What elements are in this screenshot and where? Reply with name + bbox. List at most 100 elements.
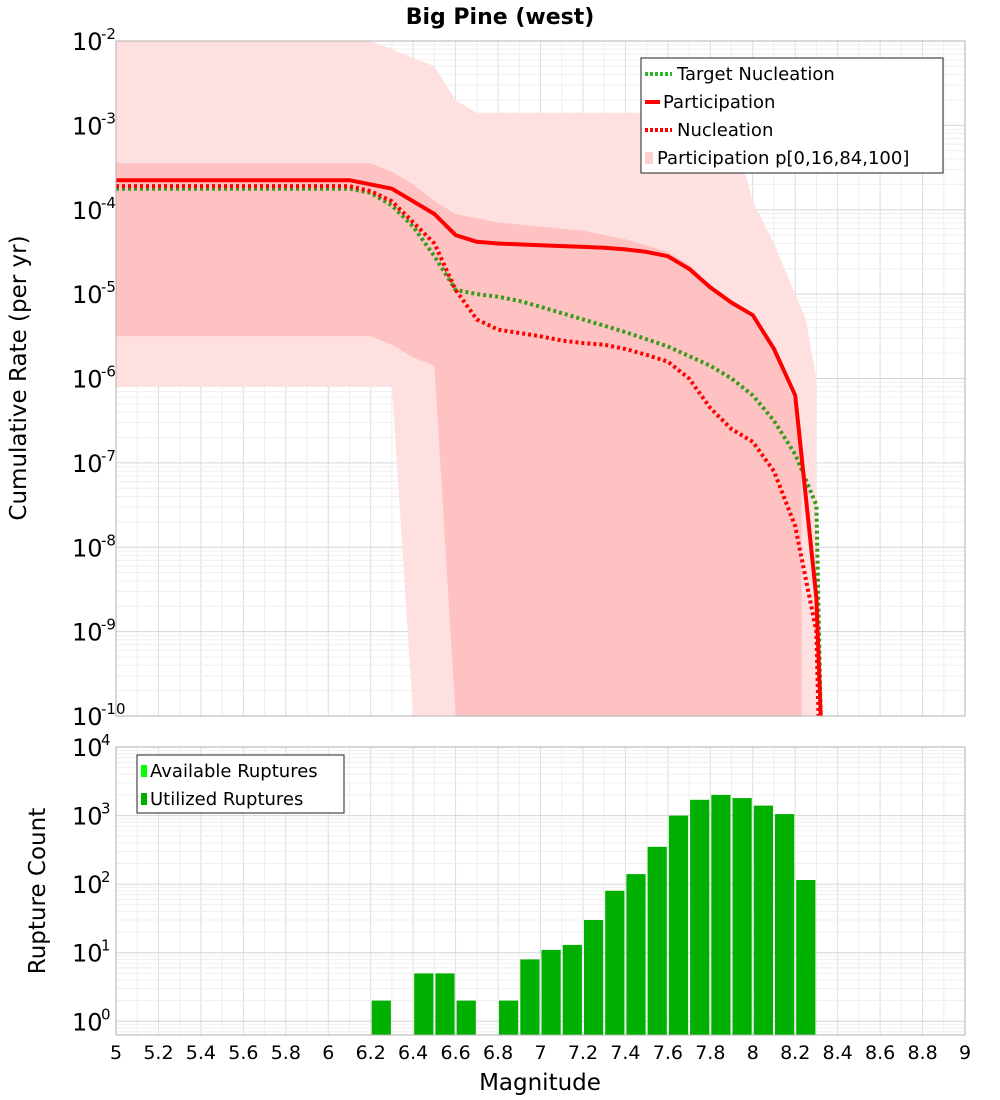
x-tick-label: 5: [110, 1042, 122, 1064]
x-tick-label: 6.6: [440, 1042, 470, 1064]
rate-y-tick-label: 10: [72, 450, 103, 478]
series-line-target-nucleation: [116, 186, 823, 717]
bar-utilized: [626, 874, 646, 1035]
bar-utilized: [775, 814, 795, 1035]
legend-label: Nucleation: [677, 120, 773, 141]
count-y-tick-label: 10: [72, 940, 103, 968]
count-y-tick-label: 10: [72, 734, 103, 762]
count-legend: Available Ruptures Utilized Ruptures: [136, 754, 345, 814]
x-axis-label: Magnitude: [479, 1070, 601, 1096]
rate-y-axis-label: Cumulative Rate (per yr): [6, 235, 32, 520]
rate-y-tick-label: 10: [72, 619, 103, 647]
count-y-axis-label: Rupture Count: [25, 808, 51, 974]
x-tick-label: 5.4: [186, 1042, 216, 1064]
band-inner: [116, 163, 802, 717]
rate-legend-box: [640, 57, 944, 174]
bar-utilized: [668, 815, 689, 1035]
count-legend-box: [136, 754, 345, 814]
rate-y-tick-exponent: -6: [101, 363, 116, 381]
count-y-tick-exponent: 0: [101, 1005, 111, 1023]
rate-y-tick-label: 10: [72, 366, 103, 394]
x-tick-label: 6.2: [356, 1042, 386, 1064]
legend-label: Participation p[0,16,84,100]: [657, 148, 909, 169]
x-tick-label: 5.6: [228, 1042, 258, 1064]
x-tick-label: 7.4: [610, 1042, 640, 1064]
series-line-nucleation: [116, 184, 821, 717]
x-tick-label: 5.8: [271, 1042, 301, 1064]
count-y-tick-exponent: 2: [101, 868, 111, 886]
bar-utilized: [541, 949, 561, 1035]
rate-y-tick-label: 10: [72, 703, 103, 731]
x-tick-label: 8.6: [865, 1042, 895, 1064]
count-bars: [371, 794, 816, 1035]
legend-label: Available Ruptures: [150, 761, 318, 782]
rate-y-tick-exponent: -4: [101, 194, 116, 212]
legend-label: Target Nucleation: [676, 64, 835, 85]
bar-utilized: [711, 794, 731, 1035]
rate-y-tick-exponent: -8: [101, 531, 116, 549]
rate-y-tick-exponent: -3: [101, 109, 116, 127]
count-y-tick-exponent: 1: [101, 937, 111, 955]
x-tick-label: 8: [747, 1042, 759, 1064]
rate-y-tick-label: 10: [72, 534, 103, 562]
bar-utilized: [371, 1000, 391, 1035]
legend-swatch-bar: [141, 765, 147, 777]
bar-utilized: [690, 799, 710, 1035]
bar-utilized: [732, 798, 752, 1035]
bar-utilized: [520, 959, 540, 1035]
bar-utilized: [584, 920, 604, 1035]
legend-swatch-band: [645, 152, 653, 164]
count-y-tick-exponent: 4: [101, 731, 111, 749]
rate-legend: Target Nucleation Participation Nucleation…: [640, 57, 944, 174]
bar-utilized: [456, 1000, 476, 1035]
count-y-tick-label: 10: [72, 1008, 103, 1036]
x-tick-label: 8.8: [907, 1042, 937, 1064]
rate-y-tick-exponent: -9: [101, 616, 116, 634]
bar-utilized: [796, 880, 816, 1035]
bar-utilized: [753, 805, 773, 1035]
count-y-tick-exponent: 3: [101, 800, 111, 818]
x-tick-label: 7.6: [653, 1042, 683, 1064]
x-tick-label: 8.2: [780, 1042, 810, 1064]
rate-series: [116, 178, 823, 717]
x-tick-label: 7: [534, 1042, 546, 1064]
rate-y-tick-label: 10: [72, 28, 103, 56]
x-tick-label: 6.8: [483, 1042, 513, 1064]
rate-y-tick-exponent: -2: [101, 25, 116, 43]
rate-y-tick-label: 10: [72, 197, 103, 225]
rate-y-tick-exponent: -7: [101, 447, 116, 465]
rate-y-tick-label: 10: [72, 281, 103, 309]
chart-title: Big Pine (west): [406, 5, 595, 30]
x-tick-label: 7.8: [695, 1042, 725, 1064]
bar-utilized: [562, 944, 582, 1035]
rate-y-tick-exponent: -10: [101, 700, 126, 718]
x-tick-label: 9: [959, 1042, 971, 1064]
rate-bands: [116, 41, 817, 717]
legend-label: Utilized Ruptures: [150, 789, 303, 810]
rate-y-tick-exponent: -5: [101, 278, 116, 296]
x-tick-label: 6.4: [398, 1042, 428, 1064]
bar-utilized: [499, 1000, 519, 1035]
series-line-participation: [116, 178, 823, 717]
x-tick-label: 5.2: [143, 1042, 173, 1064]
count-y-tick-label: 10: [72, 803, 103, 831]
bar-utilized: [435, 973, 455, 1035]
x-tick-label: 7.2: [568, 1042, 598, 1064]
count-x-ticks: 5 5.2 5.4 5.6 5.8 6 6.2 6.4 6.6 6.8 7 7.2 7.4 7.6 7.8 8…: [110, 1042, 971, 1064]
x-tick-label: 6: [322, 1042, 334, 1064]
bar-utilized: [647, 846, 667, 1035]
bar-utilized: [605, 890, 625, 1035]
rate-plot-frame: [115, 40, 966, 717]
bar-utilized: [414, 973, 434, 1035]
x-tick-label: 8.4: [823, 1042, 853, 1064]
rate-y-tick-label: 10: [72, 112, 103, 140]
count-y-tick-label: 10: [72, 871, 103, 899]
legend-label: Participation: [663, 92, 775, 113]
legend-swatch-bar: [141, 793, 147, 805]
count-plot-frame: [115, 746, 966, 1036]
